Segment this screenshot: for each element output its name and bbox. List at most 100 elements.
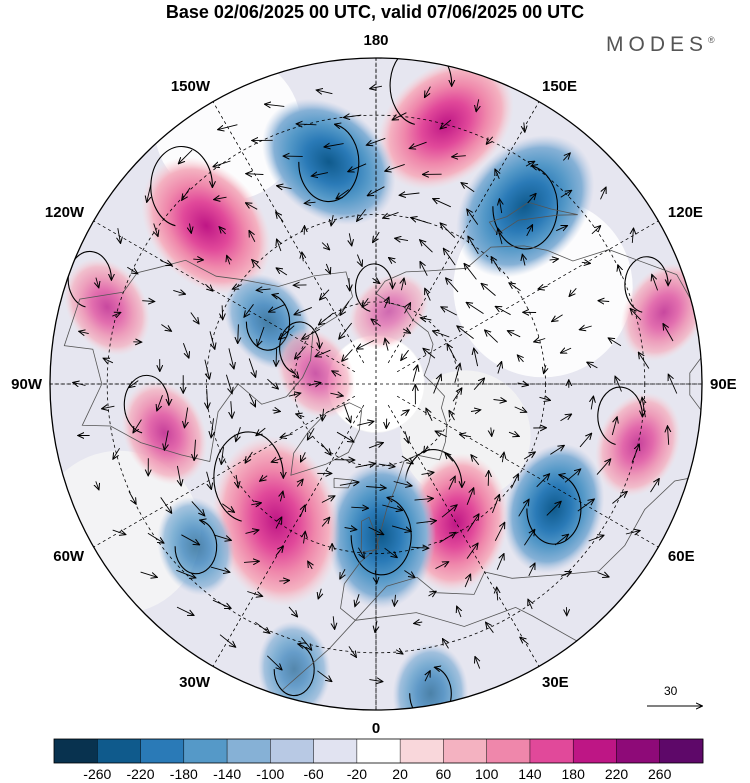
wind-vector [339,482,359,485]
meridian-line [93,395,356,548]
colorbar-swatch [443,739,487,763]
anomaly-high [620,256,702,362]
wind-vector [554,535,568,546]
wind-vector [336,189,349,199]
wind-vector [362,298,369,307]
wind-vector [395,650,403,654]
wind-vector [467,303,484,314]
coastline-britain [360,516,380,554]
wind-vector [255,621,269,633]
wind-vector [245,451,253,463]
wind-vector [441,505,457,518]
wind-vector [514,406,527,412]
longitude-label-180: 180 [363,32,388,49]
wind-vector [534,339,546,342]
wind-vector [231,401,232,418]
wind-vector [598,301,610,302]
wind-vector [561,348,572,353]
wind-vector [297,479,303,487]
longitude-label-30e: 30E [542,674,569,691]
colorbar-tick-label: -60 [303,766,324,782]
wind-vector [182,343,188,358]
wind-vector [104,358,114,362]
wind-vector [348,163,367,172]
wind-vector [550,446,564,455]
wind-vector [441,307,458,316]
colorbar-swatch [659,739,704,763]
wind-vector [179,149,193,163]
wind-vector [118,228,121,243]
wind-vector [308,562,312,570]
colorbar-tick-label: -140 [213,766,242,782]
wind-vector [269,303,286,312]
anomaly-high [141,145,272,295]
wind-vector [127,266,137,273]
wind-vector [581,262,590,263]
wind-vector [340,300,350,315]
wind-vector [207,388,208,409]
wind-vector [404,303,411,314]
wind-vector [385,297,389,308]
colorbar-swatch [270,739,314,763]
wind-vector [509,283,521,291]
wind-vector [414,498,434,500]
wind-vector [113,447,120,459]
wind-vector [246,203,258,210]
wind-vector [288,606,297,617]
wind-vector [277,186,292,189]
wind-vector [206,471,212,489]
wind-vector [233,285,242,289]
colorbar-tick-label: 260 [648,766,672,782]
wind-vector [279,325,295,339]
coastline-japan [488,201,578,235]
wind-vector [280,492,283,502]
wind-vector [446,278,459,293]
wind-vector [457,326,474,339]
wind-vector [301,637,311,650]
registered-mark: ® [708,35,715,45]
wind-vector [218,124,238,130]
wind-vector [502,453,504,463]
wind-vector [597,572,609,577]
colorbar-tick-label: -220 [126,766,155,782]
wind-vector [496,554,504,570]
wind-vector [411,547,428,548]
wind-vector [357,421,373,425]
wind-vector [499,199,501,214]
wind-vector [265,104,285,106]
wind-vector [466,488,474,505]
wind-vector [357,209,366,221]
longitude-label-150w: 150W [171,78,211,95]
wind-vector [440,119,452,129]
wind-vector [211,418,213,437]
wind-vector [384,547,397,557]
wind-vector [425,86,431,98]
wind-vector [324,144,344,147]
wind-vector [238,324,239,343]
wind-vector [185,407,188,428]
wind-vector [518,500,529,517]
wind-vector [464,264,477,280]
wind-vector [96,277,99,288]
wind-vector [336,431,354,442]
meridian-line [387,404,540,667]
graticule [50,58,702,710]
wind-vector [471,455,480,466]
wind-vector [219,634,235,647]
wind-vector [433,199,451,208]
wind-vector [591,226,601,235]
wind-vector [147,184,151,202]
wind-vector [445,453,454,462]
colorbar-swatch [486,739,531,763]
wind-vector [371,319,381,327]
wind-vector [210,566,230,572]
wind-vector [302,252,303,262]
longitude-label-0: 0 [372,720,380,737]
wind-vector [372,278,380,283]
longitude-label-150e: 150E [542,78,577,95]
longitude-label-90w: 90W [11,376,43,393]
colorbar-swatch [616,739,661,763]
wind-vector [452,156,466,157]
wind-vector [330,393,343,396]
wind-vector [73,383,86,386]
